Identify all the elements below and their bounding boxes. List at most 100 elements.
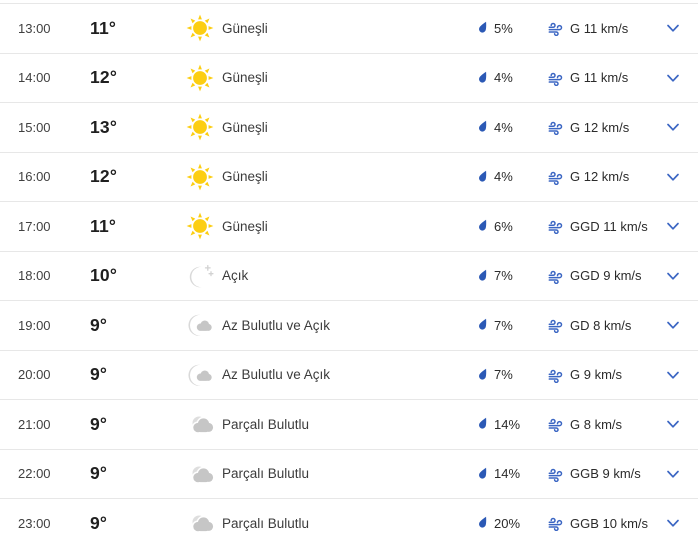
wind-icon — [548, 23, 563, 37]
forecast-row[interactable]: 13:00 11° — [0, 3, 698, 53]
chevron-down-icon — [666, 470, 679, 478]
temperature-value: 9° — [90, 512, 108, 533]
precipitation-value: 14% — [494, 416, 521, 432]
expand-chevron-button[interactable] — [652, 119, 693, 135]
raindrop-icon — [479, 368, 487, 380]
precipitation-value: 6% — [494, 218, 513, 234]
sun-icon — [186, 113, 214, 141]
forecast-row[interactable]: 23:00 9° — [0, 498, 698, 545]
forecast-row[interactable]: 21:00 9° — [0, 399, 698, 449]
precipitation-cell: 7% — [477, 317, 543, 333]
weather-icon — [178, 508, 222, 538]
chevron-down-icon — [666, 74, 679, 82]
chevron-down-icon — [666, 24, 679, 32]
condition-label: Açık — [222, 268, 249, 284]
wind-value: G 11 km/s — [570, 70, 629, 86]
forecast-row[interactable]: 15:00 13° — [0, 102, 698, 152]
chevron-down-icon — [666, 222, 679, 230]
weather-icon — [178, 310, 222, 340]
wind-cell: GGB 10 km/s — [543, 515, 652, 532]
wind-value: GGD 9 km/s — [570, 268, 642, 284]
precipitation-cell: 5% — [477, 20, 543, 36]
weather-icon — [178, 360, 222, 390]
expand-chevron-button[interactable] — [652, 70, 693, 86]
wind-icon — [548, 419, 563, 433]
precipitation-value: 5% — [494, 20, 513, 36]
chevron-down-icon — [666, 123, 679, 131]
hour-label: 13:00 — [18, 20, 51, 36]
temperature-value: 10° — [90, 265, 118, 286]
hour-label: 16:00 — [18, 169, 51, 185]
hour-label: 19:00 — [18, 317, 51, 333]
wind-value: GGD 11 km/s — [570, 218, 648, 234]
expand-chevron-button[interactable] — [652, 367, 693, 383]
raindrop-icon — [479, 516, 487, 528]
cloud-moon-icon — [189, 415, 215, 435]
raindrop-icon — [479, 219, 487, 231]
sun-icon — [186, 14, 214, 42]
cloud-moon-icon — [189, 514, 215, 534]
forecast-rows: 13:00 11° — [0, 3, 698, 545]
wind-icon — [548, 270, 563, 284]
temperature-value: 9° — [90, 364, 108, 385]
wind-value: GD 8 km/s — [570, 317, 632, 333]
expand-chevron-button[interactable] — [652, 169, 693, 185]
forecast-row[interactable]: 20:00 9° — [0, 349, 698, 399]
raindrop-icon — [479, 467, 487, 479]
temperature-value: 12° — [90, 166, 118, 187]
wind-cell: G 8 km/s — [543, 416, 652, 433]
wind-cell: G 11 km/s — [543, 70, 652, 86]
raindrop-icon — [479, 21, 487, 33]
wind-icon — [548, 468, 563, 482]
weather-icon — [178, 211, 222, 241]
condition-label: Güneşli — [222, 119, 268, 135]
wind-icon — [548, 369, 563, 383]
precipitation-cell: 20% — [477, 515, 543, 531]
expand-chevron-button[interactable] — [652, 416, 693, 432]
forecast-row[interactable]: 17:00 11° — [0, 201, 698, 251]
moon-small-cloud-icon — [188, 364, 213, 386]
precipitation-value: 7% — [494, 268, 513, 284]
precipitation-value: 4% — [494, 169, 513, 185]
expand-chevron-button[interactable] — [652, 515, 693, 531]
chevron-down-icon — [666, 420, 679, 428]
condition-label: Güneşli — [222, 20, 268, 36]
raindrop-icon — [479, 269, 487, 281]
forecast-row[interactable]: 16:00 12° — [0, 151, 698, 201]
chevron-down-icon — [666, 272, 679, 280]
raindrop-icon — [479, 417, 487, 429]
raindrop-icon — [479, 318, 487, 330]
weather-icon — [178, 63, 222, 93]
expand-chevron-button[interactable] — [652, 466, 693, 482]
wind-cell: G 9 km/s — [543, 367, 652, 383]
forecast-row[interactable]: 22:00 9° — [0, 448, 698, 498]
chevron-down-icon — [666, 371, 679, 379]
expand-chevron-button[interactable] — [652, 317, 693, 333]
expand-chevron-button[interactable] — [652, 20, 693, 36]
wind-icon — [548, 518, 563, 532]
hour-label: 23:00 — [18, 515, 51, 531]
weather-icon — [178, 13, 222, 43]
wind-cell: GD 8 km/s — [543, 317, 652, 334]
wind-value: GGB 9 km/s — [570, 466, 641, 482]
expand-chevron-button[interactable] — [652, 218, 693, 234]
raindrop-icon — [479, 71, 487, 83]
temperature-value: 12° — [90, 67, 118, 88]
hour-label: 14:00 — [18, 70, 51, 86]
hour-label: 17:00 — [18, 218, 51, 234]
precipitation-value: 7% — [494, 317, 513, 333]
precipitation-value: 7% — [494, 367, 513, 383]
temperature-value: 9° — [90, 463, 108, 484]
chevron-down-icon — [666, 321, 679, 329]
precipitation-cell: 4% — [477, 70, 543, 86]
forecast-row[interactable]: 18:00 10° — [0, 250, 698, 300]
wind-cell: GGB 9 km/s — [543, 466, 652, 482]
expand-chevron-button[interactable] — [652, 268, 693, 284]
forecast-row[interactable]: 19:00 9° — [0, 300, 698, 350]
wind-icon — [548, 171, 563, 185]
precipitation-cell: 14% — [477, 466, 543, 482]
forecast-row[interactable]: 14:00 12° — [0, 52, 698, 102]
condition-label: Parçalı Bulutlu — [222, 515, 310, 531]
hour-label: 21:00 — [18, 416, 51, 432]
